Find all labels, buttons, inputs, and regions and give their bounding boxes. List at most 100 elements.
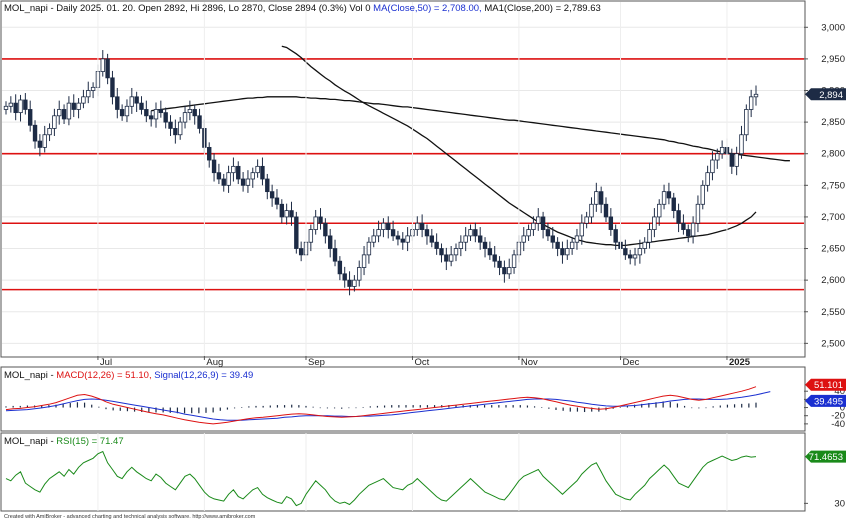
x-tick-label: Jul: [100, 357, 112, 368]
rsi-badge-label: 71.4653: [809, 452, 843, 463]
candle-body: [521, 235, 526, 243]
macd-histogram-bar: [91, 404, 93, 408]
candle-body: [158, 109, 164, 114]
candle-body: [386, 222, 391, 230]
price-y-axis: 2,500 2,550 2,600 2,650 2,700 2,750 2,800 2,850…: [804, 22, 845, 349]
price-panel: [0, 0, 806, 358]
macd-histogram-bar: [512, 405, 514, 408]
macd-histogram-bar: [412, 405, 414, 408]
macd-prefix: MOL_napi -: [4, 370, 56, 381]
candle-body: [710, 159, 715, 174]
candle-body: [182, 112, 188, 123]
candle-body: [269, 191, 275, 199]
candle-body: [507, 267, 512, 275]
candle-body: [715, 153, 720, 161]
candle-body: [376, 229, 381, 237]
macd-line: [5, 386, 757, 425]
macd-histogram-bar: [41, 405, 43, 408]
price-y-tick-label: 2,700: [821, 212, 845, 223]
price-y-tick-label: 2,850: [821, 117, 845, 128]
candle-body: [390, 229, 396, 237]
macd-histogram-bar: [405, 405, 407, 408]
macd-histogram-bar: [455, 405, 457, 408]
candle-body: [216, 172, 222, 180]
macd-histogram-bar: [83, 402, 86, 408]
candle-body: [753, 93, 759, 98]
candle-body: [686, 229, 691, 237]
candle-body: [90, 86, 96, 91]
candle-body: [400, 238, 405, 243]
candle-body: [240, 178, 246, 186]
candle-body: [47, 128, 52, 136]
macd-histogram-bar: [655, 402, 657, 408]
candle-body: [23, 99, 28, 110]
signal-legend: Signal(12,26,9) = 39.49: [154, 370, 253, 381]
candle-body: [71, 102, 76, 110]
macd-histogram-bar: [276, 405, 279, 408]
macd-histogram-bar: [269, 405, 271, 408]
candle-body: [540, 216, 546, 230]
macd-histogram-bar: [662, 401, 664, 408]
candle-body: [439, 248, 444, 256]
macd-histogram-bar: [533, 406, 536, 408]
macd-y-tick-label: -40: [831, 419, 845, 430]
macd-badge-shape: [805, 378, 846, 391]
macd-histogram-bar: [741, 403, 743, 408]
candle-body: [274, 197, 280, 205]
price-title: MOL_napi - Daily 2025. 01. 20. Open 2892…: [4, 3, 371, 14]
candle-body: [395, 235, 401, 240]
candle-body: [536, 216, 541, 224]
candle-body: [671, 197, 676, 212]
macd-histogram-bar: [183, 407, 186, 414]
candle-body: [444, 254, 449, 262]
candle-body: [52, 115, 57, 129]
price-header: MOL_napi - Daily 2025. 01. 20. Open 2892…: [4, 3, 601, 14]
macd-histogram-bar: [712, 406, 714, 408]
candle-body: [323, 222, 328, 237]
candle-body: [211, 159, 217, 174]
candle-body: [366, 241, 372, 256]
macd-histogram-bar: [76, 402, 79, 408]
candle-body: [207, 146, 212, 161]
candle-body: [657, 203, 662, 218]
candle-body: [192, 109, 197, 117]
macd-badge-label: 51.101: [814, 380, 843, 391]
macd-histogram-bar: [633, 404, 636, 408]
candle-body: [86, 90, 91, 98]
macd-histogram-bar: [241, 407, 243, 408]
macd-histogram-bar: [391, 405, 393, 408]
candle-body: [744, 109, 749, 136]
candle-body: [294, 216, 299, 249]
candle-body: [748, 96, 754, 110]
macd-histogram-bar: [255, 405, 257, 408]
macd-histogram-bar: [348, 407, 350, 409]
macd-panel: [0, 366, 806, 432]
candle-body: [584, 216, 589, 224]
candle-body: [560, 248, 565, 256]
rsi-badge-shape: [805, 450, 846, 463]
candle-body: [569, 241, 575, 249]
price-y-tick-label: 3,000: [821, 22, 845, 33]
candle-body: [497, 260, 502, 268]
ma200-line: [151, 96, 790, 162]
rsi-legend: RSI(15) = 71.47: [56, 436, 123, 447]
macd-histogram-bar: [69, 403, 71, 408]
macd-histogram-bar: [333, 407, 336, 409]
candle-body: [453, 248, 459, 256]
candle-body: [284, 210, 289, 218]
macd-histogram-bar: [176, 407, 179, 414]
macd-histogram-bar: [312, 406, 314, 408]
macd-histogram-bar: [505, 405, 507, 408]
rsi-y-axis: 30: [804, 498, 845, 509]
price-y-tick-label: 2,600: [821, 275, 845, 286]
candle-body: [327, 235, 333, 249]
macd-histogram-bar: [719, 405, 721, 408]
candle-body: [594, 191, 599, 205]
candle-body: [8, 102, 14, 107]
macd-histogram-bar: [262, 405, 264, 408]
macd-histogram-bar: [376, 405, 379, 408]
candle-body: [148, 115, 154, 120]
price-horizontal-levels: [2, 58, 804, 291]
candle-body: [289, 210, 294, 218]
